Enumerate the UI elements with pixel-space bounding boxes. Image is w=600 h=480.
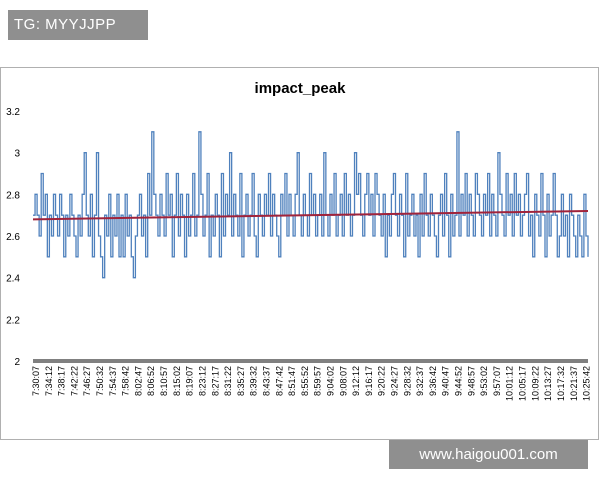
watermark-bottom: www.haigou001.com xyxy=(389,440,588,469)
x-tick-label: 8:15:02 xyxy=(172,366,182,396)
x-tick-label: 8:55:52 xyxy=(300,366,310,396)
chart-title: impact_peak xyxy=(255,80,347,97)
series-layer xyxy=(33,131,589,279)
x-tick-label: 9:57:07 xyxy=(492,366,502,396)
x-tick-label: 8:39:32 xyxy=(249,366,259,396)
trend-line xyxy=(32,210,589,221)
x-tick-label: 8:23:12 xyxy=(197,366,207,396)
x-tick-label: 9:53:02 xyxy=(479,366,489,396)
series-line xyxy=(33,131,589,279)
x-tick-label: 8:51:47 xyxy=(287,366,297,396)
x-tick-label: 8:27:17 xyxy=(210,366,220,396)
chart-frame: impact_peak 3.2 3 2.8 2.6 2.4 2.2 2 7:30:07 7:3… xyxy=(0,67,599,440)
x-tick-label: 9:04:02 xyxy=(325,366,335,396)
y-tick-label: 2.8 xyxy=(6,190,20,201)
x-tick-label: 9:48:57 xyxy=(466,366,476,396)
x-axis-labels: 7:30:07 7:34:12 7:38:17 7:42:22 7:46:27 7:50:… xyxy=(31,366,592,401)
x-tick-label: 10:05:17 xyxy=(518,366,528,401)
x-tick-label: 9:12:12 xyxy=(351,366,361,396)
x-tick-label: 8:31:22 xyxy=(223,366,233,396)
y-tick-label: 3.2 xyxy=(6,107,20,118)
x-tick-label: 10:01:12 xyxy=(505,366,515,401)
x-tick-label: 7:50:32 xyxy=(95,366,105,396)
x-tick-label: 8:35:27 xyxy=(236,366,246,396)
y-tick-label: 2.4 xyxy=(6,274,20,285)
x-tick-label: 10:13:27 xyxy=(543,366,553,401)
x-tick-label: 9:28:32 xyxy=(402,366,412,396)
x-tick-label: 8:06:52 xyxy=(146,366,156,396)
trend-layer xyxy=(32,210,589,221)
y-tick-label: 2.6 xyxy=(6,232,20,243)
x-tick-label: 9:36:42 xyxy=(428,366,438,396)
x-tick-label: 10:09:22 xyxy=(530,366,540,401)
watermark-top: TG: MYYJJPP xyxy=(8,10,148,40)
x-tick-label: 8:43:37 xyxy=(261,366,271,396)
x-tick-label: 10:25:42 xyxy=(582,366,592,401)
x-tick-label: 10:21:37 xyxy=(569,366,579,401)
x-tick-label: 9:44:52 xyxy=(454,366,464,396)
x-tick-label: 9:16:17 xyxy=(364,366,374,396)
x-tick-label: 8:02:47 xyxy=(133,366,143,396)
x-tick-label: 9:08:07 xyxy=(338,366,348,396)
x-tick-label: 8:19:07 xyxy=(185,366,195,396)
x-tick-label: 9:40:47 xyxy=(441,366,451,396)
y-tick-label: 3 xyxy=(14,149,20,160)
x-tick-label: 7:46:27 xyxy=(82,366,92,396)
y-axis-labels: 3.2 3 2.8 2.6 2.4 2.2 2 xyxy=(6,107,20,368)
x-tick-label: 9:32:37 xyxy=(415,366,425,396)
x-tick-label: 10:17:32 xyxy=(556,366,566,401)
x-tick-label: 9:24:27 xyxy=(390,366,400,396)
x-tick-label: 8:10:57 xyxy=(159,366,169,396)
x-tick-label: 7:34:12 xyxy=(44,366,54,396)
chart-svg: impact_peak 3.232.82.62.42.22 7:30:07 7:3… xyxy=(0,67,599,440)
x-tick-label: 7:54:37 xyxy=(108,366,118,396)
x-tick-label: 7:30:07 xyxy=(31,366,41,396)
x-tick-label: 7:58:42 xyxy=(121,366,131,396)
x-tick-label: 8:47:42 xyxy=(274,366,284,396)
y-tick-label: 2 xyxy=(14,357,20,368)
x-tick-label: 7:38:17 xyxy=(57,366,67,396)
x-tick-label: 9:20:22 xyxy=(377,366,387,396)
x-tick-label: 7:42:22 xyxy=(69,366,79,396)
x-tick-label: 8:59:57 xyxy=(313,366,323,396)
y-tick-label: 2.2 xyxy=(6,315,20,326)
